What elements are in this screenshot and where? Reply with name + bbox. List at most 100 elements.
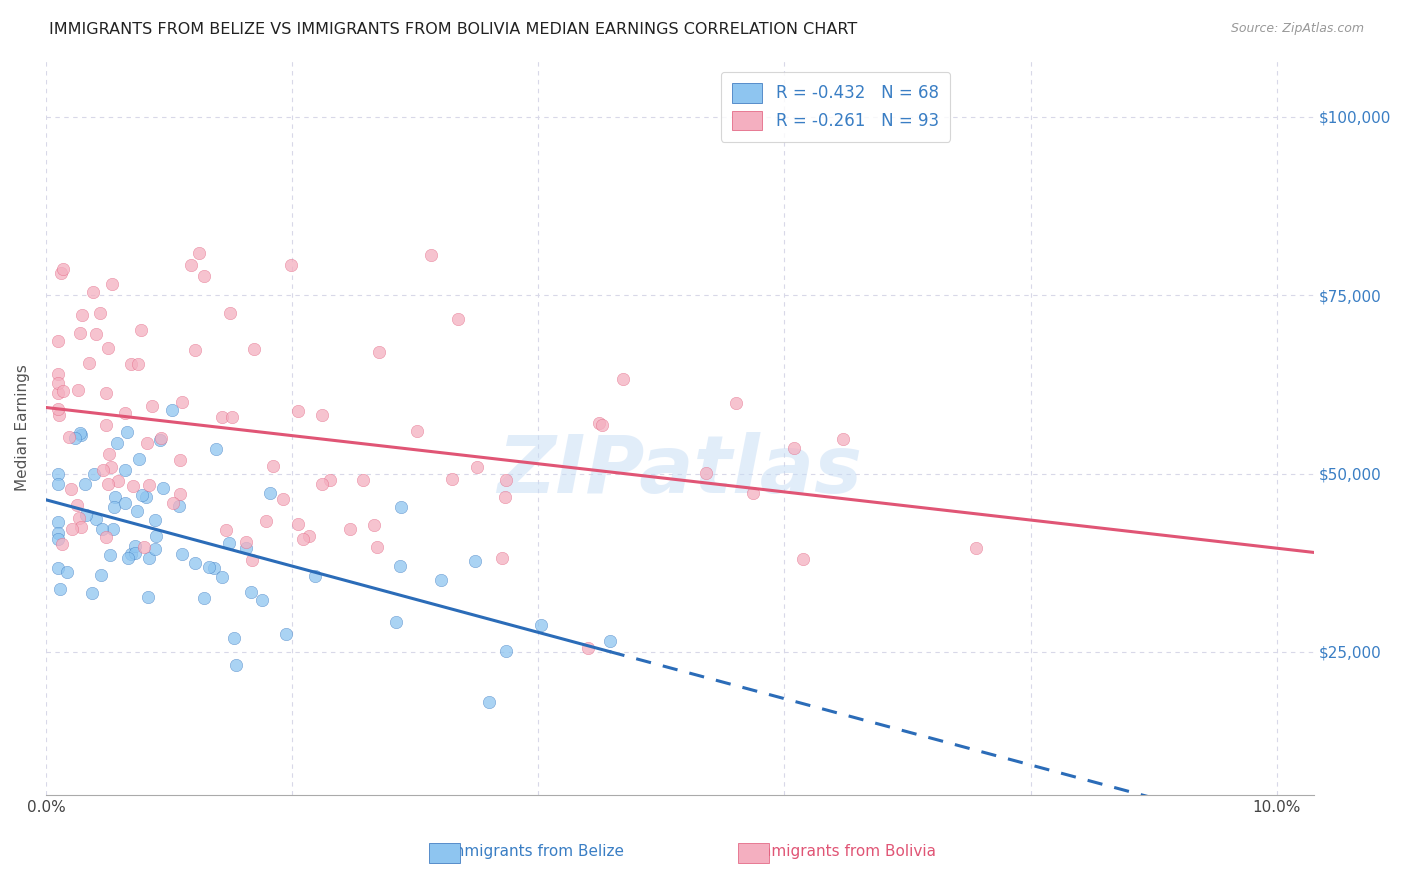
Point — [440, 472, 463, 486]
Point — [56, 565, 79, 579]
Point — [84, 327, 107, 342]
Point — [127, 358, 149, 372]
Point — [145, 529, 167, 543]
Y-axis label: Median Earnings: Median Earnings — [15, 364, 30, 491]
Point — [46, 561, 69, 575]
Point — [117, 551, 139, 566]
Point — [291, 532, 314, 546]
Point — [183, 556, 205, 570]
Point — [211, 570, 233, 584]
Point — [235, 541, 257, 555]
Point — [160, 403, 183, 417]
Point — [352, 474, 374, 488]
Point — [193, 268, 215, 283]
Point — [46, 476, 69, 491]
Point — [420, 247, 443, 261]
Point — [215, 523, 238, 537]
Point — [204, 442, 226, 457]
Point — [100, 277, 122, 292]
Point — [114, 496, 136, 510]
Point — [46, 467, 69, 481]
Point — [211, 410, 233, 425]
Point — [46, 401, 69, 416]
Point — [385, 615, 408, 630]
Point — [120, 357, 142, 371]
Point — [138, 551, 160, 566]
Point — [218, 306, 240, 320]
Point — [280, 258, 302, 272]
Text: ZIPatlas: ZIPatlas — [498, 433, 862, 510]
Point — [46, 386, 69, 401]
Point — [122, 478, 145, 492]
Point — [262, 458, 284, 473]
Point — [46, 526, 69, 541]
Point — [75, 508, 97, 522]
Point — [406, 424, 429, 438]
Point — [52, 384, 75, 399]
Point — [612, 372, 634, 386]
Point — [94, 418, 117, 433]
Point — [491, 550, 513, 565]
Point — [98, 548, 121, 562]
Point — [120, 547, 142, 561]
Point — [430, 573, 453, 587]
Point — [599, 634, 621, 648]
Point — [167, 499, 190, 513]
Point — [235, 534, 257, 549]
Point — [83, 467, 105, 481]
Point — [125, 504, 148, 518]
Point — [188, 245, 211, 260]
Point — [389, 500, 412, 515]
Point — [363, 518, 385, 533]
Point — [169, 452, 191, 467]
Point — [103, 522, 125, 536]
Point — [129, 323, 152, 337]
Point — [46, 367, 69, 381]
Point — [94, 530, 117, 544]
Point — [287, 516, 309, 531]
Point — [184, 343, 207, 358]
Point — [193, 591, 215, 606]
Point — [478, 695, 501, 709]
Point — [51, 536, 73, 550]
Point — [494, 490, 516, 504]
Point — [576, 640, 599, 655]
Point — [131, 488, 153, 502]
Point — [180, 258, 202, 272]
Point — [240, 585, 263, 599]
Point — [67, 511, 90, 525]
Point — [243, 342, 266, 356]
Point — [90, 567, 112, 582]
Point — [149, 433, 172, 447]
Point — [162, 496, 184, 510]
Point — [84, 511, 107, 525]
Point — [115, 425, 138, 439]
Point — [259, 486, 281, 500]
Text: IMMIGRANTS FROM BELIZE VS IMMIGRANTS FROM BOLIVIA MEDIAN EARNINGS CORRELATION CH: IMMIGRANTS FROM BELIZE VS IMMIGRANTS FRO… — [49, 22, 858, 37]
Point — [97, 342, 120, 356]
Point — [46, 533, 69, 547]
Point — [695, 466, 717, 480]
Point — [339, 522, 361, 536]
Point — [318, 473, 340, 487]
Point — [530, 618, 553, 632]
Point — [588, 416, 610, 430]
Point — [311, 476, 333, 491]
Point — [170, 394, 193, 409]
Point — [77, 356, 100, 370]
Point — [495, 473, 517, 487]
Point — [225, 658, 247, 673]
Point — [114, 406, 136, 420]
Legend: R = -0.432   N = 68, R = -0.261   N = 93: R = -0.432 N = 68, R = -0.261 N = 93 — [721, 71, 950, 142]
Point — [94, 385, 117, 400]
Point — [965, 541, 987, 555]
Point — [152, 481, 174, 495]
Point — [221, 410, 243, 425]
Point — [82, 586, 104, 600]
Point — [91, 462, 114, 476]
Point — [724, 396, 747, 410]
Point — [143, 513, 166, 527]
Point — [124, 539, 146, 553]
Point — [271, 491, 294, 506]
Point — [60, 522, 83, 536]
